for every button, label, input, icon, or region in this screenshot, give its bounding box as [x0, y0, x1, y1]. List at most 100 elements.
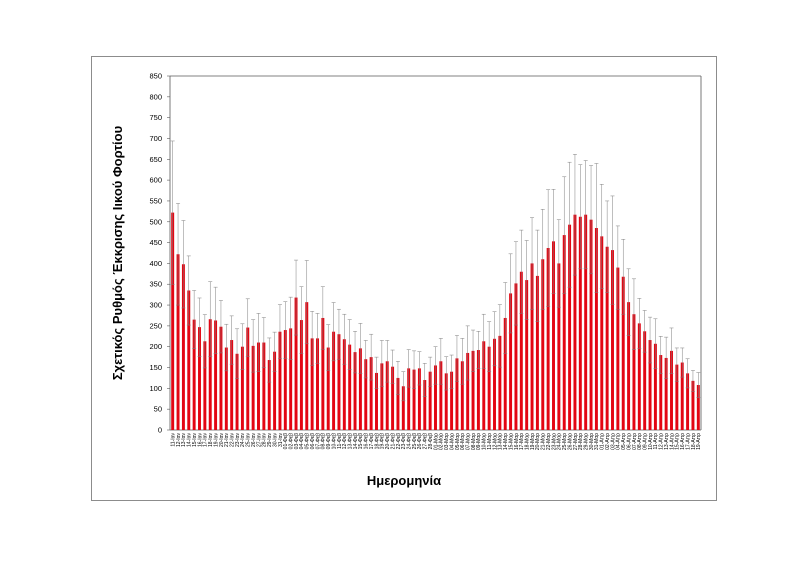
x-tick-label: 02-Φεβ — [288, 433, 294, 449]
bar — [637, 323, 641, 430]
bar — [305, 302, 309, 430]
x-tick-label: 20-Ιαν — [219, 433, 225, 448]
x-tick-label: 22-Μαρ — [546, 433, 552, 450]
bar — [482, 341, 486, 430]
bar — [664, 357, 668, 430]
bar — [627, 302, 631, 430]
bar — [321, 317, 325, 430]
bar — [348, 344, 352, 430]
bar — [434, 365, 437, 430]
x-tick-label: 28-Φεβ — [428, 433, 434, 449]
x-tick-label: 02-Απρ — [605, 433, 611, 450]
x-tick-label: 07-Μαρ — [465, 433, 471, 450]
bar — [369, 357, 373, 430]
bar — [364, 359, 368, 430]
bar — [181, 264, 185, 430]
x-tick-label: 13-Μαρ — [498, 433, 504, 450]
bar — [616, 267, 620, 430]
y-axis-label: Σχετικός Ρυθμός Έκκρισης Ιικού Φορτίου — [110, 125, 125, 380]
bar — [326, 347, 330, 430]
bar — [262, 342, 266, 430]
bar — [401, 386, 405, 430]
x-tick-label: 20-Μαρ — [535, 433, 541, 450]
x-tick-label: 19-Φεβ — [380, 433, 386, 449]
x-tick-label: 05-Φεβ — [305, 433, 311, 449]
bar — [466, 352, 470, 430]
x-tick-label: 30-Μαρ — [589, 433, 595, 450]
bar — [240, 346, 244, 430]
x-tick-label: 25-Φεβ — [412, 433, 418, 449]
x-tick-label: 25-Μαρ — [562, 433, 568, 450]
x-tick-label: 19-Απρ — [696, 433, 702, 450]
x-tick-label: 14-Φεβ — [353, 433, 359, 449]
bar — [498, 335, 502, 430]
bar — [455, 358, 459, 430]
bar — [680, 362, 684, 430]
x-tick-label: 12-Μαρ — [492, 433, 498, 450]
x-tick-label: 26-Φεβ — [417, 433, 423, 449]
bar — [670, 350, 673, 430]
x-tick-label: 12-Φεβ — [342, 433, 348, 449]
x-tick-label: 28-Ιαν — [262, 433, 268, 448]
y-tick-label: 750 — [149, 113, 162, 122]
bar — [192, 319, 196, 430]
y-tick-label: 0 — [158, 426, 162, 435]
x-tick-label: 20-Φεβ — [385, 433, 391, 449]
x-tick-label: 26-Ιαν — [251, 433, 257, 448]
bar — [675, 364, 679, 430]
bar — [353, 352, 357, 430]
bar — [316, 338, 319, 430]
x-tick-label: 23-Ιαν — [235, 433, 241, 448]
x-tick-label: 13-Φεβ — [347, 433, 353, 449]
x-tick-label: 09-Φεβ — [326, 433, 332, 449]
x-tick-label: 31-Μαρ — [594, 433, 600, 450]
y-tick-label: 450 — [149, 238, 162, 247]
bar — [653, 343, 657, 430]
x-tick-label: 13-Ιαν — [181, 433, 187, 448]
bar — [385, 361, 389, 430]
bar — [267, 360, 271, 430]
bar — [659, 355, 663, 430]
x-tick-label: 06-Απρ — [626, 433, 632, 450]
x-tick-label: 16-Μαρ — [514, 433, 520, 450]
bar — [310, 338, 314, 430]
x-tick-label: 17-Ιαν — [203, 433, 209, 448]
x-tick-label: 24-Μαρ — [557, 433, 563, 450]
bar — [535, 275, 539, 430]
x-tick-label: 23-Μαρ — [551, 433, 557, 450]
bar — [208, 319, 212, 430]
x-tick-label: 17-Απρ — [685, 433, 691, 450]
x-tick-label: 29-Μαρ — [583, 433, 589, 450]
bar — [696, 385, 700, 430]
bar — [552, 241, 555, 430]
x-tick-label: 15-Φεβ — [358, 433, 364, 449]
x-tick-label: 15-Μαρ — [508, 433, 514, 450]
chart-frame: 0 50 100 150 200 250 300 350 400 450 500 550 600 650 7… — [91, 56, 717, 501]
bar — [214, 320, 218, 430]
bar — [235, 353, 239, 430]
bar — [342, 339, 346, 430]
bar — [600, 236, 604, 430]
y-tick-label: 700 — [149, 134, 162, 143]
bar — [428, 371, 432, 430]
x-tick-label: 31-Ιαν — [278, 433, 284, 448]
bar — [578, 216, 582, 430]
bar — [476, 350, 480, 430]
y-tick-label: 650 — [149, 155, 162, 164]
bar — [509, 293, 513, 430]
y-tick-label: 100 — [149, 384, 162, 393]
bar — [337, 334, 341, 430]
x-tick-label: 10-Απρ — [648, 433, 654, 450]
bar — [557, 263, 561, 430]
y-tick-label: 850 — [149, 72, 162, 81]
x-tick-label: 27-Ιαν — [256, 433, 262, 448]
y-tick-label: 600 — [149, 176, 162, 185]
x-tick-label: 10-Μαρ — [482, 433, 488, 450]
bar — [562, 235, 566, 430]
x-tick-label: 16-Απρ — [680, 433, 686, 450]
bar — [198, 327, 201, 430]
bar — [632, 314, 636, 430]
x-tick-label: 27-Φεβ — [423, 433, 429, 449]
bar — [176, 254, 180, 430]
bar — [417, 368, 421, 430]
